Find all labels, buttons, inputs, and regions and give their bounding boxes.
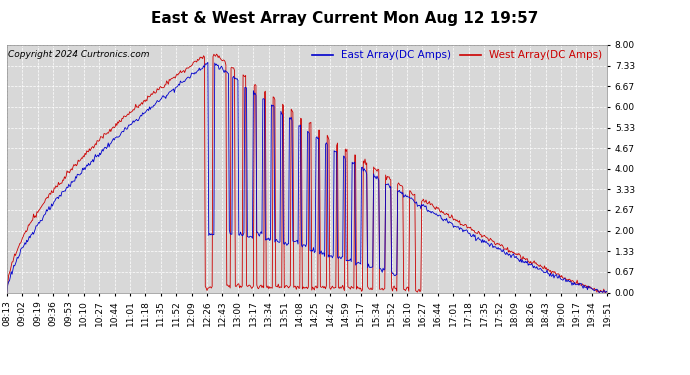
Line: East Array(DC Amps): East Array(DC Amps) — [7, 62, 607, 292]
Legend: East Array(DC Amps), West Array(DC Amps): East Array(DC Amps), West Array(DC Amps) — [308, 46, 606, 64]
Text: Copyright 2024 Curtronics.com: Copyright 2024 Curtronics.com — [8, 50, 150, 59]
Text: East & West Array Current Mon Aug 12 19:57: East & West Array Current Mon Aug 12 19:… — [151, 11, 539, 26]
East Array(DC Amps) — [204, 60, 212, 64]
East Array(DC Amps) — [3, 290, 11, 295]
East Array(DC Amps) — [544, 272, 553, 276]
West Array(DC Amps) — [602, 290, 610, 295]
West Array(DC Amps) — [3, 290, 11, 295]
West Array(DC Amps) — [150, 89, 158, 93]
East Array(DC Amps) — [471, 232, 479, 237]
East Array(DC Amps) — [193, 70, 201, 74]
Line: West Array(DC Amps): West Array(DC Amps) — [7, 54, 607, 292]
West Array(DC Amps) — [193, 60, 201, 64]
West Array(DC Amps) — [398, 184, 406, 188]
East Array(DC Amps) — [603, 289, 611, 294]
West Array(DC Amps) — [603, 290, 611, 295]
West Array(DC Amps) — [544, 268, 553, 272]
West Array(DC Amps) — [172, 74, 180, 78]
West Array(DC Amps) — [213, 52, 221, 56]
East Array(DC Amps) — [172, 85, 180, 90]
East Array(DC Amps) — [150, 103, 158, 108]
East Array(DC Amps) — [398, 192, 406, 196]
West Array(DC Amps) — [471, 230, 479, 235]
